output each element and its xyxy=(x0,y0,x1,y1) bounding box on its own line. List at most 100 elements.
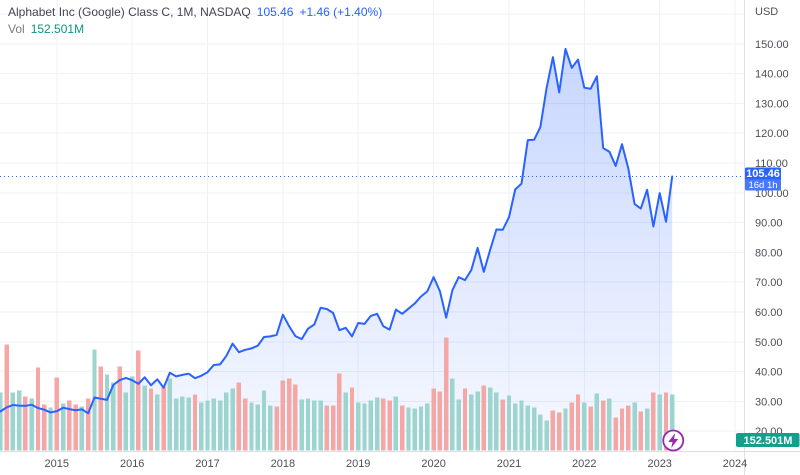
volume-bar xyxy=(638,411,643,451)
volume-bar xyxy=(324,405,329,451)
volume-bar xyxy=(444,337,449,451)
volume-bar xyxy=(374,397,380,451)
price-tick-label: 70.00 xyxy=(755,277,783,289)
currency-label: USD xyxy=(755,6,778,18)
volume-bar xyxy=(513,403,518,451)
last-price-badge xyxy=(745,167,781,191)
volume-bar xyxy=(274,406,279,451)
volume-bar xyxy=(425,403,430,451)
price-tick-label: 150.00 xyxy=(755,39,789,51)
volume-bar xyxy=(450,378,455,451)
volume-bar xyxy=(349,387,355,451)
volume-value: 152.501M xyxy=(30,22,85,36)
bar-countdown-value: 16d 1h xyxy=(748,180,777,191)
symbol-title[interactable]: Alphabet Inc (Google) Class C, 1M, NASDA… xyxy=(8,5,251,19)
volume-bar xyxy=(538,414,543,451)
volume-bar xyxy=(180,396,185,451)
volume-bar xyxy=(161,386,166,451)
price-tick-label: 30.00 xyxy=(755,396,783,408)
volume-bar xyxy=(230,388,235,451)
volume-bar xyxy=(249,402,254,451)
volume-bar xyxy=(343,392,348,451)
volume-bar xyxy=(400,405,405,451)
volume-bar xyxy=(487,387,493,451)
volume-bar xyxy=(104,374,110,451)
volume-bar xyxy=(23,396,28,451)
volume-bar xyxy=(663,392,669,451)
volume-bar xyxy=(155,394,160,451)
volume-bar xyxy=(500,399,505,451)
year-tick-label: 2017 xyxy=(195,458,219,470)
year-tick-label: 2022 xyxy=(572,458,596,470)
volume-bar xyxy=(67,400,72,451)
legend-volume-row: Vol 152.501M xyxy=(8,22,382,37)
volume-bar xyxy=(644,408,650,451)
volume-badge-value: 152.501M xyxy=(744,435,793,447)
volume-bar xyxy=(431,388,436,451)
volume-bar xyxy=(387,400,392,451)
volume-bar xyxy=(217,400,223,451)
volume-bar xyxy=(60,403,66,451)
volume-bar xyxy=(356,402,361,451)
price-tick-label: 60.00 xyxy=(755,307,783,319)
volume-bar xyxy=(148,388,154,451)
lightning-icon[interactable] xyxy=(662,429,685,452)
volume-badge xyxy=(736,433,800,447)
volume-bar xyxy=(173,398,179,451)
volume-bar xyxy=(287,378,292,451)
volume-bar xyxy=(619,408,625,451)
volume-bar xyxy=(582,402,587,451)
volume-bar xyxy=(494,392,499,451)
volume-bar xyxy=(224,392,229,451)
volume-bar xyxy=(79,406,85,451)
volume-bar xyxy=(4,344,9,451)
volume-bar xyxy=(330,405,336,451)
price-tick-label: 40.00 xyxy=(755,367,783,379)
volume-bar xyxy=(16,390,22,451)
volume-bar xyxy=(557,412,562,451)
volume-bar xyxy=(29,398,34,451)
volume-bar xyxy=(632,402,637,451)
volume-bar xyxy=(48,407,53,451)
volume-bar xyxy=(192,394,198,451)
volume-label: Vol xyxy=(8,22,25,36)
volume-bar xyxy=(393,396,399,451)
year-tick-label: 2018 xyxy=(271,458,295,470)
volume-bar xyxy=(657,394,662,451)
volume-bar xyxy=(601,400,606,451)
volume-bar xyxy=(575,394,581,451)
price-tick-label: 120.00 xyxy=(755,128,789,140)
price-scale[interactable]: USD 150.00 140.00 130.00 120.00 110.00 100.00 9… xyxy=(736,0,800,475)
countdown-strip xyxy=(745,179,781,191)
volume-bar xyxy=(117,366,122,451)
volume-bar xyxy=(607,398,612,451)
volume-bar xyxy=(167,378,172,451)
volume-bar xyxy=(0,392,3,451)
volume-bar xyxy=(211,398,216,451)
volume-bar xyxy=(293,384,298,451)
volume-bar xyxy=(651,392,656,451)
volume-bar xyxy=(670,394,675,451)
volume-bar xyxy=(481,385,486,451)
volume-bar xyxy=(42,404,47,451)
volume-bar xyxy=(98,366,103,451)
volume-bar xyxy=(626,405,631,451)
volume-bar xyxy=(406,407,411,451)
area-fill-path xyxy=(0,48,673,451)
volume-bar xyxy=(368,400,373,451)
legend-symbol-row: Alphabet Inc (Google) Class C, 1M, NASDA… xyxy=(8,5,382,20)
volume-bar xyxy=(268,405,273,451)
volume-bar xyxy=(255,404,260,451)
volume-bar xyxy=(261,390,267,451)
volume-bar xyxy=(73,404,78,451)
last-price-value: 105.46 xyxy=(256,5,294,19)
volume-bar xyxy=(531,407,537,451)
year-tick-label: 2015 xyxy=(45,458,69,470)
volume-bar xyxy=(123,392,129,451)
price-tick-label: 100.00 xyxy=(755,188,789,200)
price-line-path xyxy=(0,47,674,415)
volume-bar xyxy=(280,380,286,451)
time-scale[interactable]: 2015 2016 2017 2018 2019 2020 2021 2022 2023 2024 xyxy=(0,451,800,471)
volume-bar xyxy=(563,408,568,451)
